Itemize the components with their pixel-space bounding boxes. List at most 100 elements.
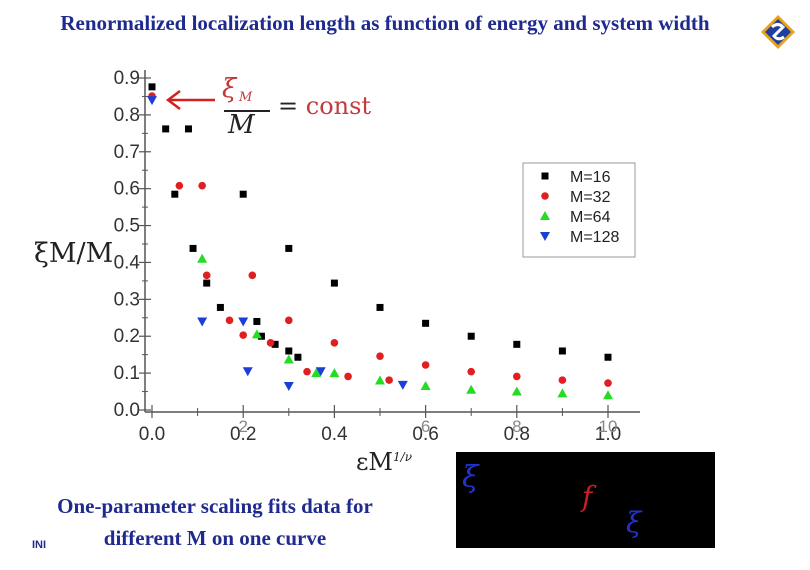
- x-tick-label: 1.0: [595, 424, 621, 445]
- legend-marker: [541, 192, 549, 200]
- data-point: [239, 331, 247, 339]
- data-point: [285, 316, 293, 325]
- scaling-function-panel: ξ f ξ: [456, 452, 715, 548]
- panel-f-symbol: f: [582, 480, 593, 513]
- chart-marks: [147, 83, 613, 400]
- data-point: [147, 96, 157, 106]
- data-point: [198, 181, 206, 190]
- y-tick-label: 0.4: [114, 252, 141, 273]
- x-overlay-tick-label: 6: [421, 417, 430, 436]
- data-point: [202, 271, 211, 280]
- data-point: [283, 354, 294, 364]
- formula-denominator: M: [228, 110, 255, 140]
- formula-xi: ξ: [222, 74, 237, 104]
- data-point: [285, 347, 293, 355]
- data-point: [225, 316, 234, 325]
- data-point: [162, 125, 170, 133]
- series-m-64: [197, 253, 613, 400]
- data-point: [216, 303, 224, 311]
- legend-marker: [540, 211, 550, 220]
- data-point: [294, 353, 302, 361]
- x-axis-label: εM1/ν: [356, 448, 412, 476]
- data-point: [271, 340, 279, 348]
- x-tick-label: 0.4: [321, 424, 348, 445]
- panel-xi-symbol-2: ξ: [626, 506, 642, 539]
- data-point: [257, 332, 265, 340]
- data-point: [376, 352, 384, 360]
- data-point: [253, 317, 261, 325]
- series-m-128: [147, 96, 408, 392]
- data-point: [511, 386, 522, 396]
- x-tick-label: 0.6: [412, 424, 438, 445]
- legend-marker: [541, 172, 549, 180]
- data-point: [311, 368, 322, 378]
- data-point: [604, 353, 612, 361]
- legend-label: M=128: [570, 229, 619, 246]
- y-tick-label: 0.1: [114, 363, 140, 384]
- fraction-bar: [224, 110, 270, 112]
- data-point: [329, 368, 340, 378]
- data-point: [171, 190, 179, 198]
- panel-xi-symbol: ξ: [462, 460, 479, 495]
- x-overlay-tick-label: 10: [599, 417, 618, 436]
- data-point: [330, 339, 339, 347]
- data-point: [467, 332, 475, 340]
- red-arrow-icon: [165, 90, 215, 110]
- data-point: [344, 372, 352, 381]
- data-point: [397, 380, 408, 390]
- data-point: [513, 340, 521, 348]
- data-point: [148, 83, 156, 91]
- data-point: [266, 339, 275, 347]
- y-tick-label: 0.2: [114, 326, 140, 347]
- y-tick-label: 0.5: [114, 216, 140, 237]
- data-point: [251, 329, 262, 339]
- data-point: [513, 372, 521, 381]
- data-point: [197, 253, 208, 263]
- chart-axes: 0.0 0.1 0.2 0.3 0.4 0.5 0.6 0.7 0.8 0.9 0.0 0.2 0.4 0…: [114, 68, 640, 445]
- data-point: [467, 367, 476, 376]
- data-point: [242, 367, 253, 377]
- slide-caption: One-parameter scaling fits data for diff…: [57, 494, 373, 550]
- y-tick-label: 0.0: [114, 400, 140, 421]
- data-point: [285, 244, 293, 252]
- slide-title: Renormalized localization length as func…: [60, 11, 710, 35]
- data-point: [422, 319, 430, 327]
- scaling-formula: ξ M M = const: [222, 74, 372, 144]
- x-tick-label: 0.2: [230, 424, 256, 445]
- data-point: [557, 388, 568, 398]
- data-point: [189, 244, 197, 252]
- data-point: [375, 375, 385, 385]
- data-point: [184, 125, 192, 133]
- data-point: [248, 271, 257, 280]
- formula-subscript: M: [239, 90, 253, 105]
- x-tick-label: 0.0: [139, 424, 165, 445]
- data-point: [283, 382, 294, 392]
- y-axis-label: ξM/M: [34, 238, 114, 269]
- legend-label: M=16: [570, 169, 611, 186]
- y-tick-label: 0.6: [114, 179, 140, 200]
- data-point: [239, 190, 247, 198]
- legend-label: M=64: [570, 209, 611, 226]
- data-point: [603, 390, 613, 400]
- legend-marker: [540, 232, 550, 241]
- data-point: [558, 376, 567, 384]
- data-point: [315, 367, 326, 377]
- data-point: [385, 376, 393, 384]
- data-point: [558, 347, 566, 355]
- formula-rhs: = const: [278, 92, 372, 120]
- x-tick-label: 0.8: [504, 424, 530, 445]
- logo-icon: [761, 15, 795, 49]
- chart-legend: M=16 M=32 M=64 M=128: [522, 162, 636, 258]
- y-tick-label: 0.8: [114, 105, 140, 126]
- y-tick-label: 0.7: [114, 142, 140, 163]
- data-point: [175, 181, 184, 190]
- data-point: [466, 384, 477, 394]
- data-point: [303, 367, 311, 376]
- data-point: [330, 279, 338, 287]
- legend-label: M=32: [570, 189, 611, 206]
- series-m-16: [148, 83, 612, 361]
- data-point: [238, 317, 249, 327]
- y-tick-label: 0.3: [114, 289, 140, 310]
- data-point: [197, 317, 208, 327]
